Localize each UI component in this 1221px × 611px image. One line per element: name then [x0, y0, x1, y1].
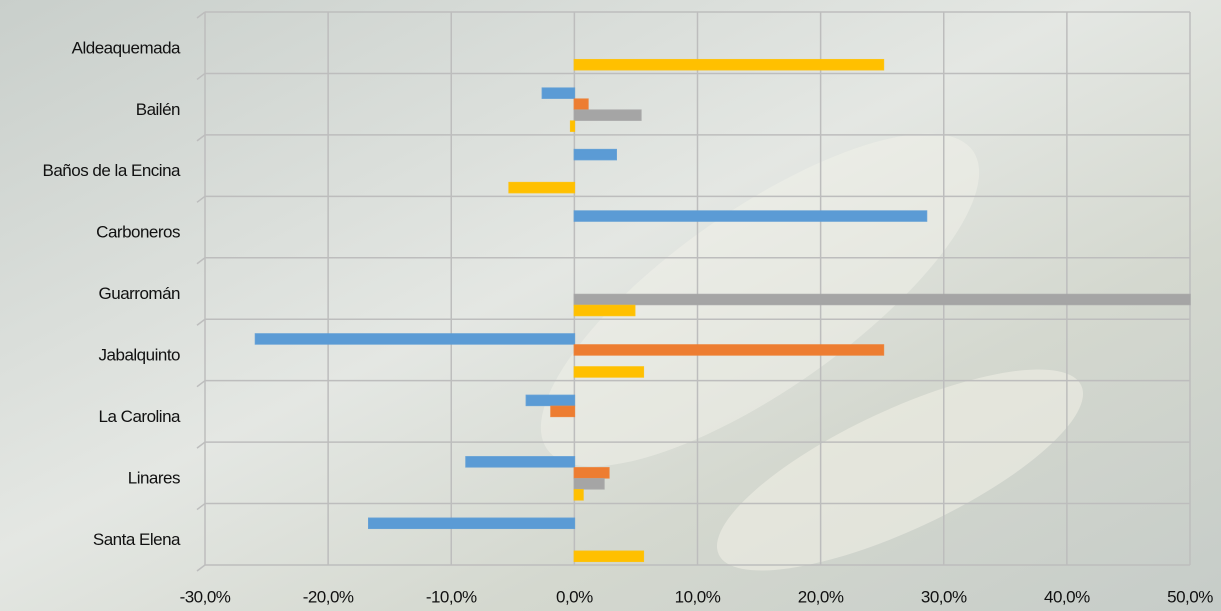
bar	[569, 120, 576, 132]
bar	[573, 478, 605, 490]
row-tick	[196, 72, 206, 81]
bar	[525, 394, 576, 407]
y-tick-label: Baños de la Encina	[43, 161, 182, 180]
leaf-decoration	[716, 369, 1084, 571]
x-tick-label: -30,0%	[180, 587, 231, 606]
bar	[573, 210, 928, 222]
x-tick-label: -20,0%	[303, 587, 354, 606]
bar	[573, 467, 610, 479]
y-tick-label: Linares	[128, 468, 180, 487]
y-tick-label: Guarromán	[99, 284, 181, 303]
x-tick-label: 20,0%	[798, 587, 844, 606]
bar	[465, 456, 576, 468]
x-tick-label: 40,0%	[1044, 587, 1090, 606]
bar	[368, 517, 576, 530]
row-tick	[196, 195, 206, 203]
bar	[573, 98, 589, 110]
y-tick-label: Bailén	[136, 100, 180, 119]
x-tick-label: -10,0%	[426, 587, 477, 606]
x-tick-label: 30,0%	[921, 587, 967, 606]
row-tick	[196, 318, 206, 326]
y-tick-label: La Carolina	[99, 407, 181, 426]
y-tick-label: Carboneros	[96, 223, 180, 242]
row-tick	[196, 441, 206, 449]
x-tick-label: 50,0%	[1167, 587, 1213, 606]
bar	[573, 293, 1191, 306]
row-tick	[196, 11, 206, 19]
bar	[550, 405, 576, 418]
bar	[573, 58, 885, 71]
row-tick	[196, 502, 206, 511]
bar	[573, 366, 645, 378]
bar	[573, 148, 617, 161]
bar	[541, 87, 576, 99]
x-tick-label: 0,0%	[556, 587, 593, 606]
bar	[254, 333, 576, 345]
y-tick-label: Santa Elena	[93, 530, 181, 549]
row-tick	[196, 134, 206, 142]
row-tick	[196, 564, 206, 572]
row-tick	[196, 380, 206, 388]
bar	[573, 489, 584, 501]
x-tick-label: 10,0%	[675, 587, 721, 606]
bar	[573, 304, 636, 317]
bar	[573, 344, 885, 356]
bar	[508, 181, 576, 194]
row-tick	[196, 257, 206, 265]
bar	[573, 550, 645, 563]
bar	[573, 109, 642, 121]
y-tick-label: Aldeaquemada	[72, 38, 181, 57]
y-tick-label: Jabalquinto	[99, 346, 181, 365]
